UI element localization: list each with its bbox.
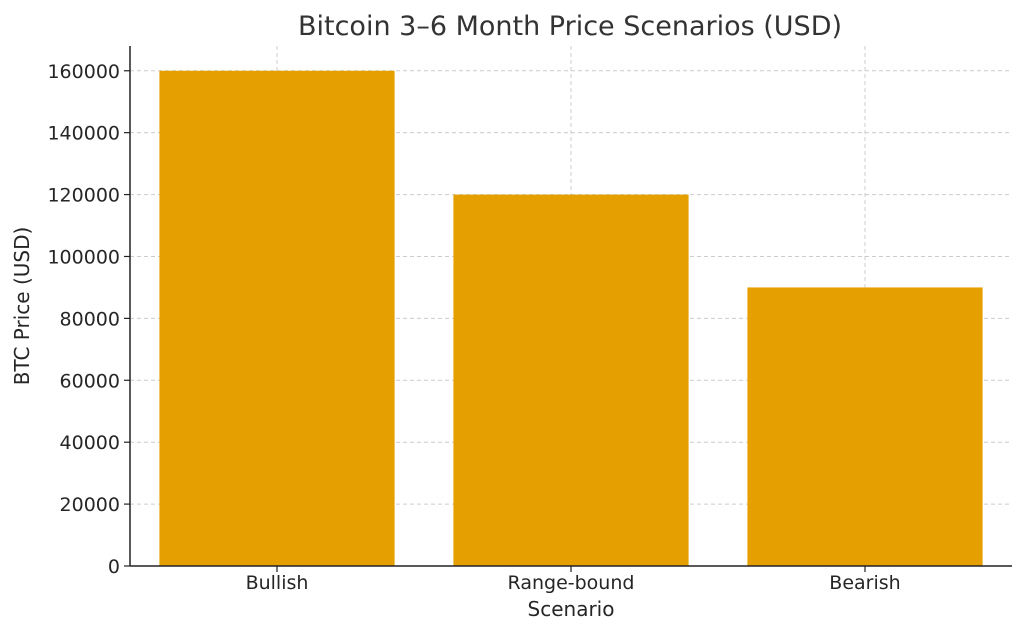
y-axis-label: BTC Price (USD)	[10, 227, 34, 386]
y-tick-label: 140000	[47, 123, 120, 145]
bar	[159, 70, 395, 566]
bars	[159, 70, 983, 567]
y-tick-label: 80000	[60, 308, 120, 330]
y-tick-label: 160000	[47, 61, 120, 83]
y-tick-label: 20000	[60, 494, 120, 516]
y-tick-label: 60000	[60, 370, 120, 392]
y-tick-label: 100000	[47, 246, 120, 268]
x-axis-label: Scenario	[528, 597, 615, 621]
x-tick-label: Bearish	[829, 572, 900, 594]
chart-title: Bitcoin 3–6 Month Price Scenarios (USD)	[298, 11, 842, 42]
y-tick-label: 40000	[60, 432, 120, 454]
x-tick-label: Range-bound	[508, 572, 635, 594]
y-axis-ticks: 0 20000 40000 60000 80000 100000 120000 140000 1…	[47, 61, 130, 578]
y-tick-label: 0	[108, 556, 120, 578]
bar	[453, 194, 689, 567]
y-tick-label: 120000	[47, 185, 120, 207]
bar	[747, 287, 983, 566]
x-tick-label: Bullish	[246, 572, 309, 594]
x-axis-ticks: Bullish Range-bound Bearish	[246, 566, 901, 594]
